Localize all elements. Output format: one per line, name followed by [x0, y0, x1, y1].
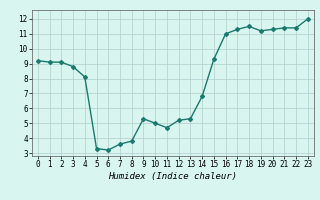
X-axis label: Humidex (Indice chaleur): Humidex (Indice chaleur) — [108, 172, 237, 181]
